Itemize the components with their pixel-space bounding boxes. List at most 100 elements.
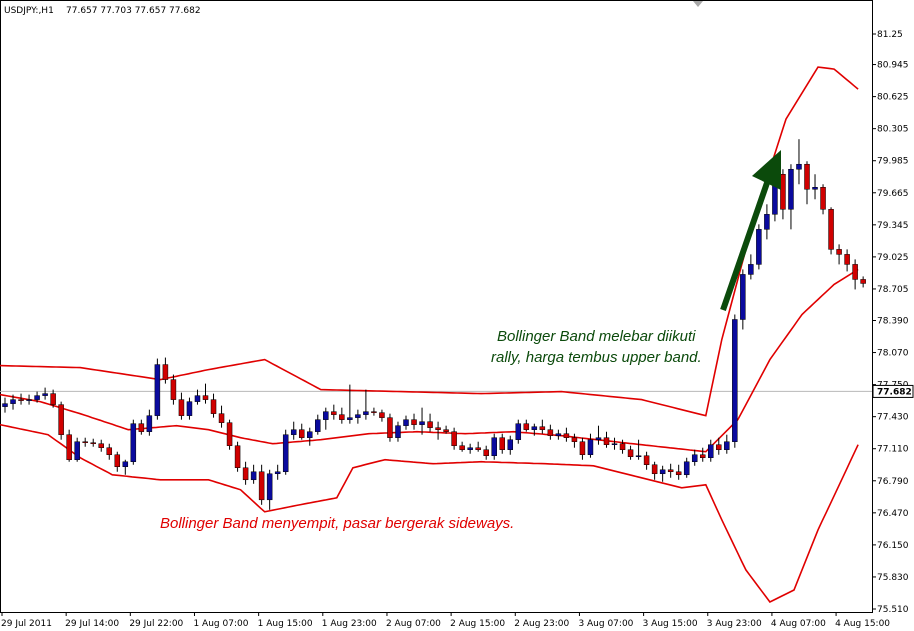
y-tick-label: 76.470 — [877, 509, 909, 519]
candle-body — [515, 423, 522, 440]
candle-body — [411, 419, 417, 425]
candle-body — [170, 379, 177, 400]
y-tick-label: 78.070 — [877, 349, 909, 359]
candle-body — [162, 364, 169, 380]
candle-body — [563, 433, 570, 438]
plot-frame — [0, 0, 873, 613]
x-tick-label: 1 Aug 15:00 — [258, 619, 313, 629]
candle-body — [2, 403, 8, 407]
x-tick-label: 1 Aug 07:00 — [193, 619, 248, 629]
candle-body — [427, 421, 433, 428]
candle-body — [66, 434, 72, 460]
candle-body — [587, 439, 594, 455]
candle-body — [683, 461, 690, 476]
candle-body — [475, 447, 481, 450]
candle-body — [764, 214, 770, 230]
x-tick-label: 2 Aug 07:00 — [386, 619, 441, 629]
candle-body — [812, 187, 818, 190]
candle-body — [178, 399, 185, 416]
candle-body — [467, 447, 473, 450]
y-tick-label: 76.790 — [877, 477, 909, 487]
x-tick-label: 3 Aug 23:00 — [707, 619, 762, 629]
candle-body — [499, 437, 505, 450]
candle-body — [210, 399, 217, 414]
arrow-icon — [720, 150, 781, 311]
candle-body — [611, 443, 618, 445]
candle-body — [507, 439, 514, 450]
chart-ohlc: 77.657 77.703 77.657 77.682 — [66, 6, 201, 16]
candle-body — [290, 429, 297, 435]
chart-symbol: USDJPY:,H1 — [4, 6, 54, 16]
candle-body — [58, 404, 64, 435]
candle-body — [82, 441, 88, 443]
candle-body — [18, 399, 24, 401]
candle-body — [836, 249, 842, 255]
candle-body — [242, 467, 249, 481]
x-tick-label: 1 Aug 23:00 — [322, 619, 377, 629]
axes: 81.25 80.945 80.625 80.305 79.985 79.665 79.34… — [1, 30, 914, 629]
candle-body — [186, 401, 193, 416]
y-tick-label: 80.625 — [877, 93, 909, 103]
candle-body — [547, 429, 554, 436]
y-tick-label: 75.510 — [877, 605, 909, 615]
candle-body — [114, 454, 121, 468]
current-price-tag — [872, 384, 914, 398]
candle-body — [74, 441, 80, 460]
candle-body — [659, 469, 666, 475]
bollinger-lower — [0, 423, 859, 604]
candle-body — [258, 471, 265, 501]
y-tick-label: 79.665 — [877, 189, 909, 199]
y-tick-label: 76.150 — [877, 541, 909, 551]
candle-body — [50, 393, 56, 405]
candle-body — [274, 471, 281, 475]
candle-body — [315, 419, 321, 432]
candle-body — [675, 471, 682, 476]
candle-body — [266, 473, 273, 501]
y-tick-label: 80.945 — [877, 61, 909, 71]
candle-body — [282, 434, 289, 473]
y-tick-label: 81.25 — [877, 30, 903, 40]
candle-body — [708, 444, 714, 458]
candle-body — [667, 469, 674, 473]
candle-body — [98, 443, 104, 448]
x-tick-label: 2 Aug 23:00 — [514, 619, 569, 629]
candle-body — [298, 429, 305, 438]
x-tick-label: 4 Aug 07:00 — [771, 619, 826, 629]
candle-body — [34, 395, 40, 400]
candle-body — [740, 274, 746, 320]
x-tick-label: 29 Jul 2011 — [1, 619, 52, 629]
x-tick-label: 2 Aug 15:00 — [450, 619, 505, 629]
candle-body — [339, 414, 345, 420]
candle-body — [154, 364, 161, 416]
candle-body — [627, 449, 634, 457]
candle-body — [387, 417, 393, 438]
x-tick-label: 29 Jul 14:00 — [65, 619, 119, 629]
candle-body — [756, 229, 762, 265]
candle-body — [844, 254, 850, 265]
y-tick-label: 75.830 — [877, 573, 909, 583]
candle-body — [323, 411, 329, 420]
candle-body — [788, 168, 794, 210]
chart-shift-marker[interactable] — [693, 1, 703, 7]
candle-body — [459, 445, 465, 450]
candle-body — [820, 187, 826, 210]
y-tick-label: 80.305 — [877, 125, 909, 135]
candle-body — [146, 415, 153, 432]
candle-body — [852, 264, 858, 280]
x-tick-label: 3 Aug 07:00 — [578, 619, 633, 629]
candle-body — [491, 437, 497, 456]
candle-body — [748, 264, 754, 275]
candle-body — [523, 423, 530, 430]
candle-body — [451, 431, 457, 446]
candle-body — [379, 412, 385, 418]
candle-body — [130, 423, 137, 462]
y-tick-label: 79.345 — [877, 221, 909, 231]
candle-body — [363, 411, 369, 415]
y-tick-label: 78.705 — [877, 285, 909, 295]
candle-body — [828, 209, 834, 250]
y-tick-label: 79.985 — [877, 157, 909, 167]
candle-body — [804, 163, 810, 190]
candle-body — [138, 423, 145, 432]
candle-body — [250, 471, 257, 481]
